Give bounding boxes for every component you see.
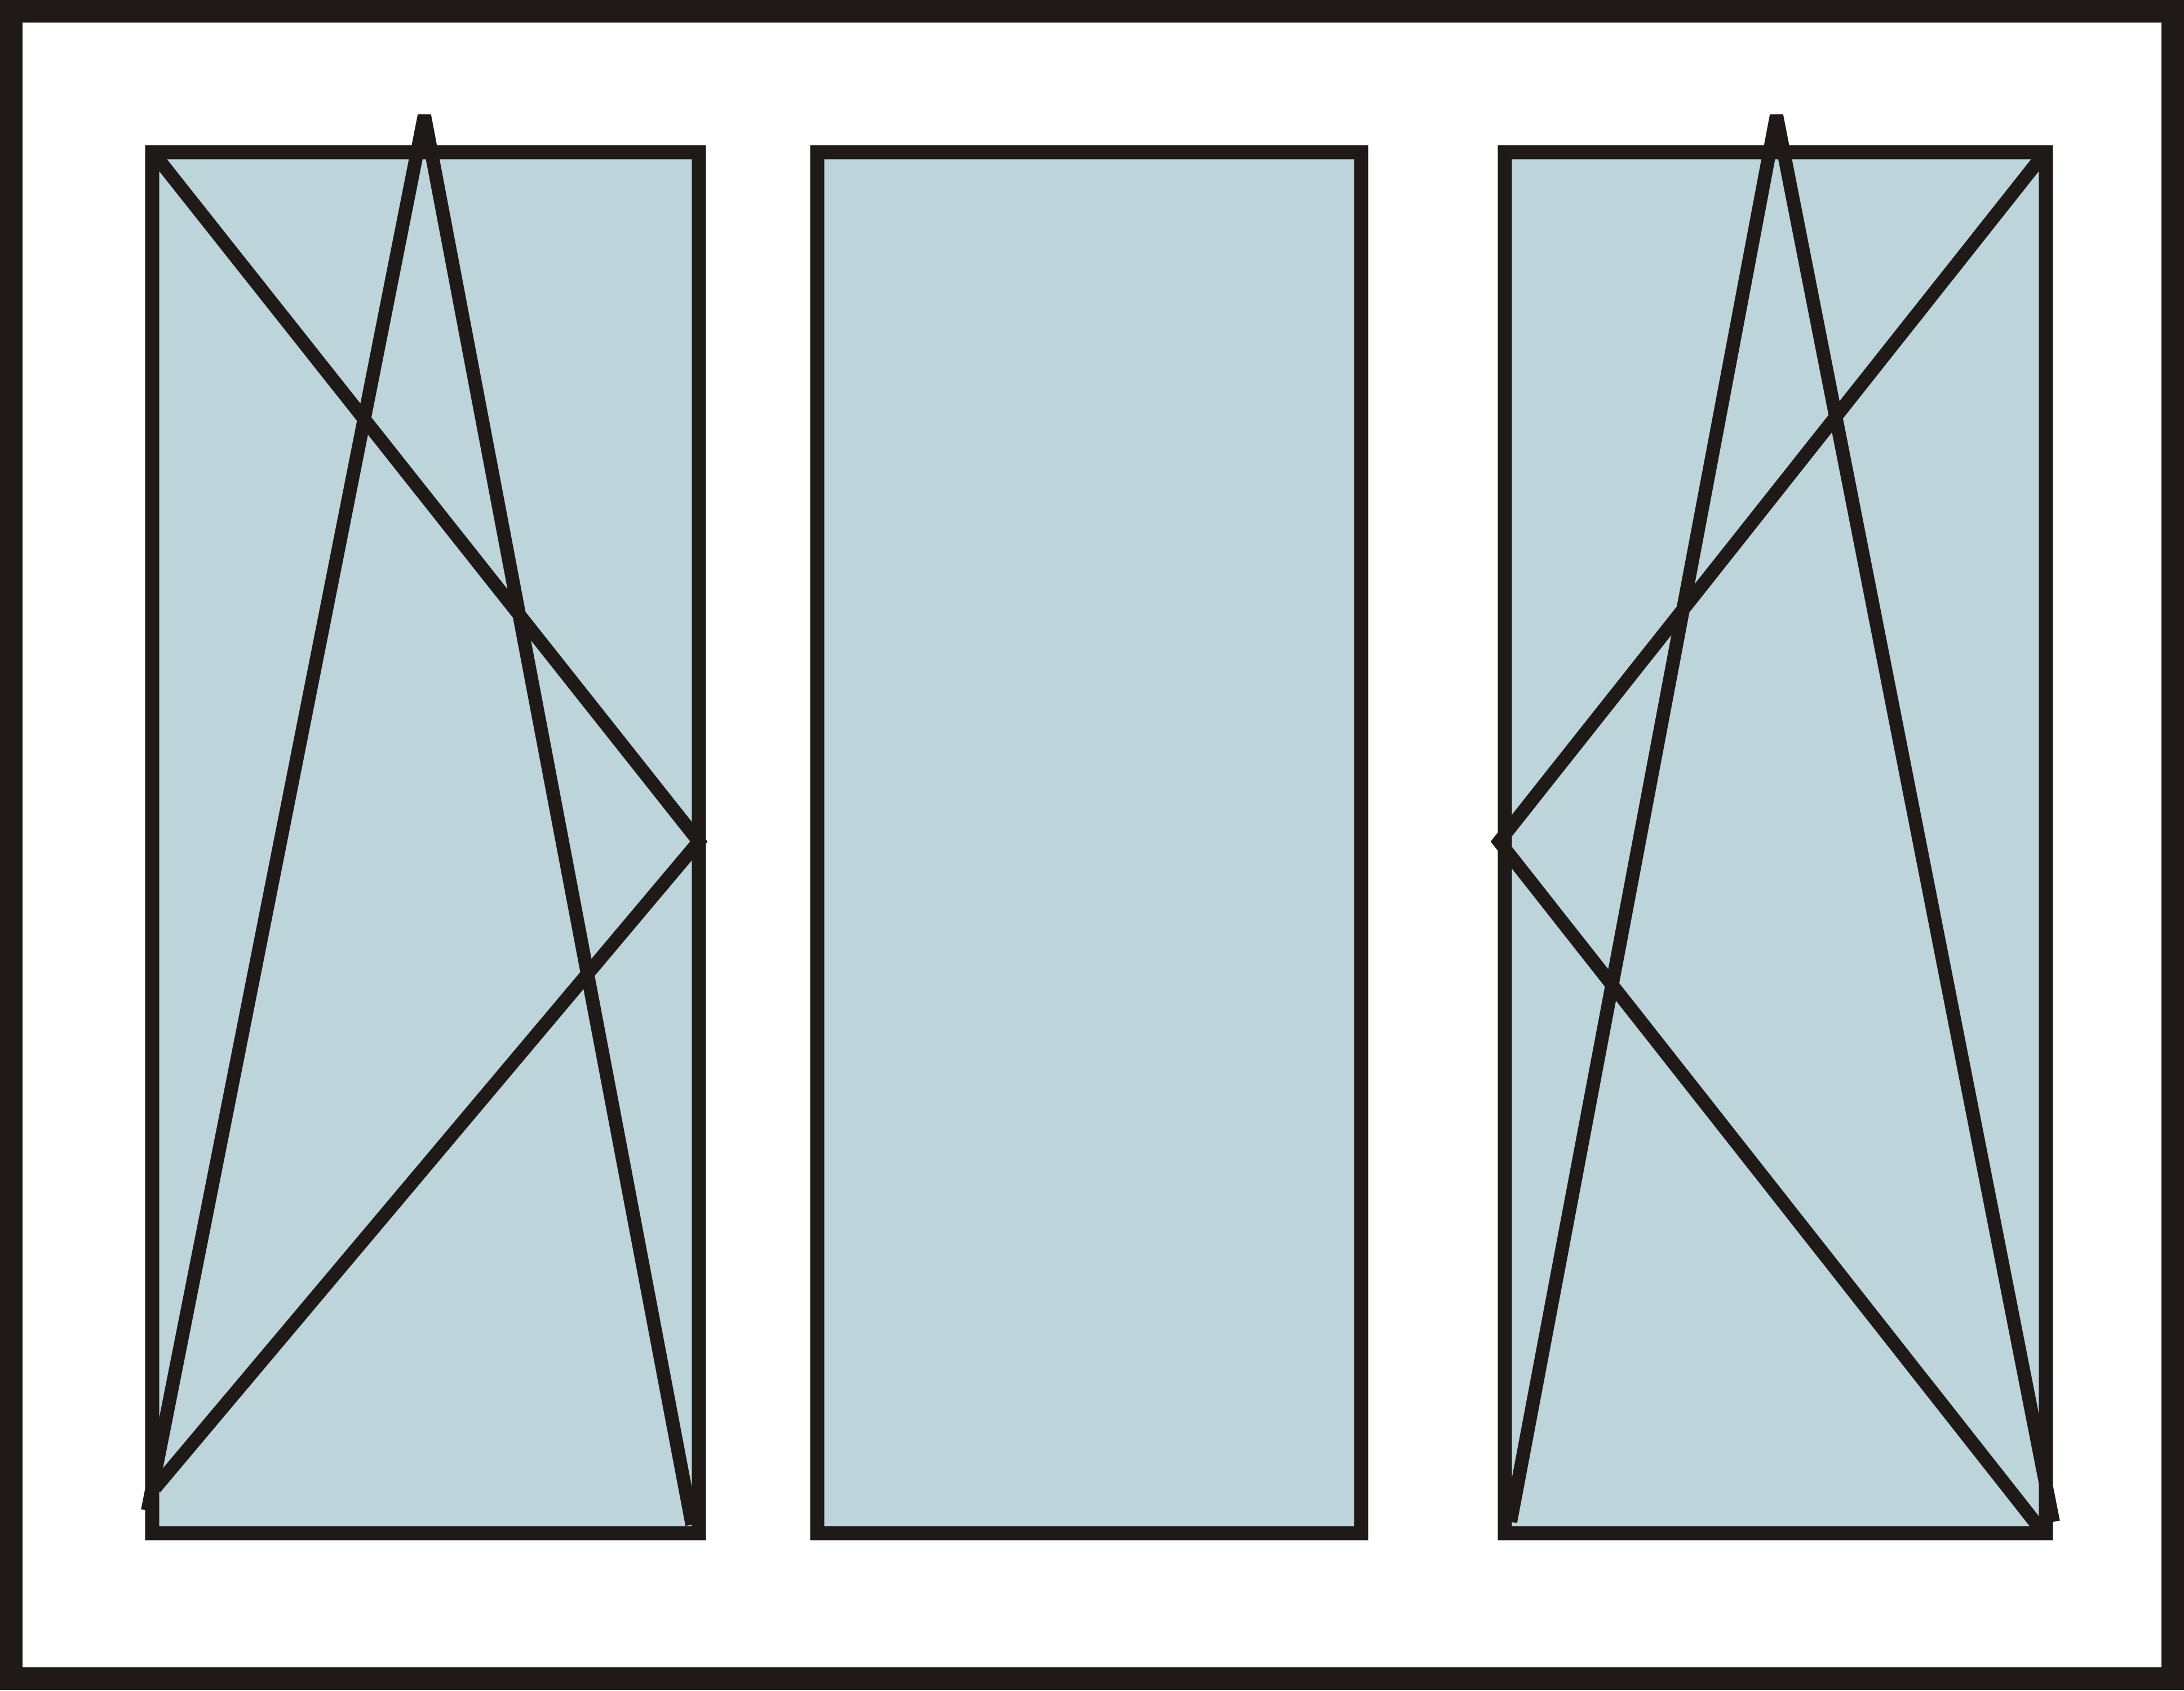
sash-left-turn-mark <box>149 150 708 1493</box>
sash-left-tilt-mark <box>141 114 699 1526</box>
sash-center <box>810 145 1368 1541</box>
sash-left <box>141 114 708 1541</box>
sash-right-tilt-mark <box>1504 114 2060 1524</box>
sash-center-glass <box>810 145 1368 1541</box>
sash-right-glass <box>1498 145 2053 1541</box>
sash-left-glass <box>145 145 706 1541</box>
sash-right-turn-mark <box>1490 150 2052 1541</box>
sash-right <box>1490 114 2060 1541</box>
